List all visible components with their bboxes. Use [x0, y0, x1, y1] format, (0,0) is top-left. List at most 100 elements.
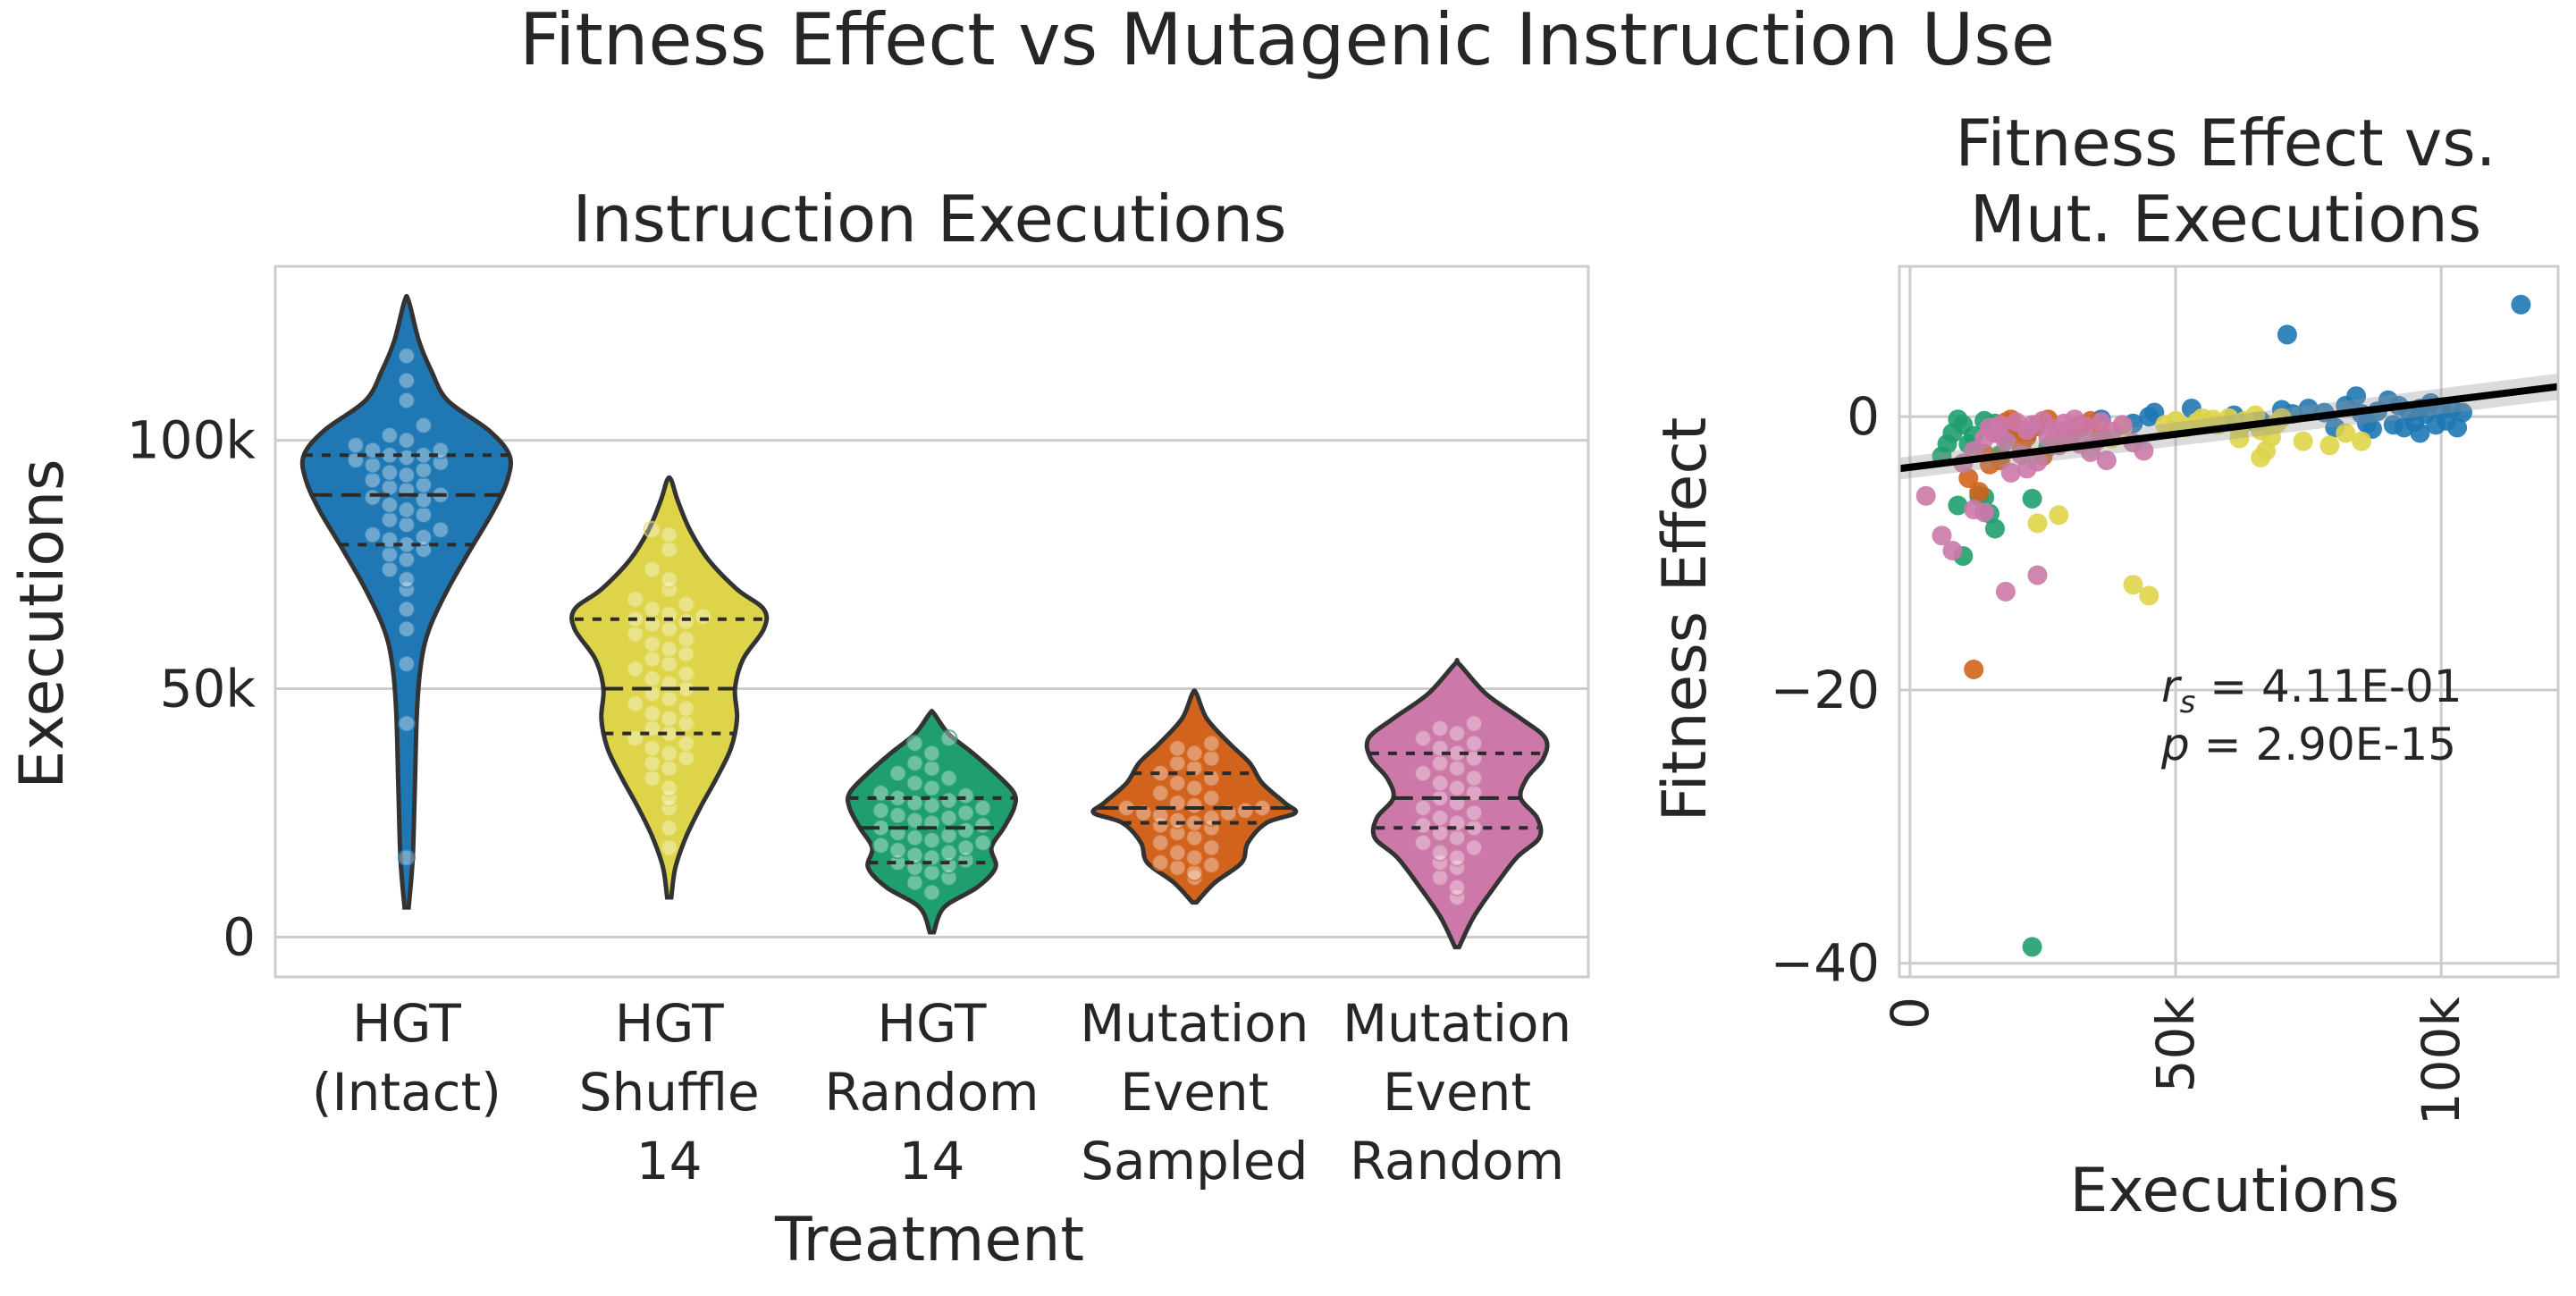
scatter-point	[1969, 482, 1990, 502]
swarm-point	[397, 619, 416, 638]
swarm-point	[643, 635, 661, 653]
swarm-point	[643, 704, 661, 723]
scatter-point	[2410, 423, 2430, 443]
scatter-y-tick-label: −40	[1771, 933, 1880, 994]
swarm-point	[1151, 806, 1170, 825]
violin-title: Instruction Executions	[572, 181, 1286, 257]
swarm-point	[1448, 759, 1467, 778]
scatter-point	[1932, 526, 1952, 546]
swarm-point	[1168, 739, 1187, 758]
swarm-point	[1448, 724, 1467, 743]
scatter-point	[1958, 468, 1979, 488]
swarm-point	[1168, 823, 1187, 842]
swarm-point	[1465, 838, 1484, 857]
swarm-point	[626, 590, 644, 609]
swarm-point	[1448, 829, 1467, 847]
scatter-point	[1985, 518, 2005, 539]
swarm-point	[939, 868, 958, 887]
swarm-point	[956, 821, 975, 839]
swarm-point	[414, 416, 433, 434]
swarm-point	[643, 520, 661, 539]
swarm-point	[380, 495, 399, 514]
scatter-point	[2298, 399, 2319, 418]
swarm-point	[1202, 838, 1221, 857]
swarm-point	[677, 749, 695, 768]
scatter-point	[2336, 423, 2356, 443]
swarm-point	[643, 739, 661, 758]
swarm-point	[1448, 778, 1467, 797]
scatter-point	[2346, 386, 2367, 407]
swarm-point	[1448, 858, 1467, 877]
scatter-point	[2277, 324, 2297, 345]
scatter-point	[2394, 417, 2414, 438]
violin-y-tick-labels: 0 50k 100k	[127, 410, 257, 968]
swarm-point	[677, 699, 695, 718]
swarm-point	[871, 784, 890, 803]
scatter-point	[2139, 585, 2159, 606]
scatter-point	[1990, 415, 2010, 435]
swarm-point	[1168, 753, 1187, 772]
swarm-point	[1465, 769, 1484, 787]
scatter-axes-frame	[1898, 265, 2560, 979]
swarm-point	[1202, 749, 1221, 768]
swarm-point	[1448, 878, 1467, 896]
swarm-point	[643, 560, 661, 579]
swarm-point	[1448, 848, 1467, 867]
swarm-point	[414, 475, 433, 494]
swarm-point	[939, 844, 958, 862]
swarm-point	[626, 660, 644, 678]
scatter-point	[2096, 450, 2117, 471]
swarm-point	[871, 801, 890, 820]
swarm-point	[380, 560, 399, 579]
swarm-point	[1185, 796, 1204, 815]
swarm-point	[643, 769, 661, 787]
swarm-point	[888, 841, 907, 860]
swarm-point	[973, 816, 992, 835]
swarm-point	[397, 466, 416, 484]
swarm-point	[660, 759, 678, 778]
swarm-point	[660, 799, 678, 817]
swarm-point	[1185, 868, 1204, 887]
swarm-point	[905, 734, 924, 753]
swarm-point	[905, 846, 924, 864]
swarm-point	[956, 787, 975, 805]
scatter-point	[2229, 428, 2250, 449]
swarm-point	[905, 774, 924, 793]
swarm-point	[660, 744, 678, 762]
violin-quartile-lines	[303, 453, 1545, 865]
violin-x-tick-label: Mutation	[1343, 993, 1571, 1054]
scatter-y-axis-label: Fitness Effect	[1650, 417, 1721, 822]
violin-x-tick-label: Event	[1383, 1062, 1531, 1123]
scatter-point	[2016, 459, 2037, 479]
swarm-point	[643, 669, 661, 688]
swarm-point	[397, 347, 416, 366]
swarm-point	[626, 625, 644, 644]
scatter-point	[1995, 431, 2016, 451]
violin-x-tick-labels: HGT (Intact) HGT Shuffle 14 HGT Random 14 Mutati…	[312, 993, 1571, 1191]
scatter-point	[2319, 435, 2340, 456]
scatter-point	[2049, 505, 2069, 526]
swarm-point	[397, 551, 416, 568]
scatter-point	[1948, 409, 1968, 430]
swarm-point	[1236, 801, 1255, 820]
scatter-point	[2022, 937, 2042, 957]
swarm-point	[1202, 734, 1221, 753]
scatter-x-axis-label: Executions	[2069, 1156, 2399, 1226]
swarm-point	[1414, 764, 1433, 783]
swarm-point	[380, 426, 399, 444]
scatter-point	[2134, 441, 2154, 461]
swarm-point	[1414, 816, 1433, 835]
swarm-point	[1431, 868, 1450, 887]
violin-y-tick-label: 100k	[127, 410, 257, 471]
swarm-point	[414, 528, 433, 546]
swarm-point	[660, 570, 678, 589]
swarm-point	[643, 650, 661, 669]
swarm-point	[397, 714, 416, 733]
swarm-point	[1414, 799, 1433, 817]
swarm-point	[888, 764, 907, 783]
swarm-point	[1431, 774, 1450, 793]
scatter-point	[1948, 495, 1968, 516]
violin-body	[1364, 658, 1550, 950]
violin-x-tick-label: HGT	[352, 993, 461, 1054]
scatter-plot-panel: −40 −20 0 0 50k 100k Fitness Effect vs. Mut.…	[1650, 105, 2560, 1226]
